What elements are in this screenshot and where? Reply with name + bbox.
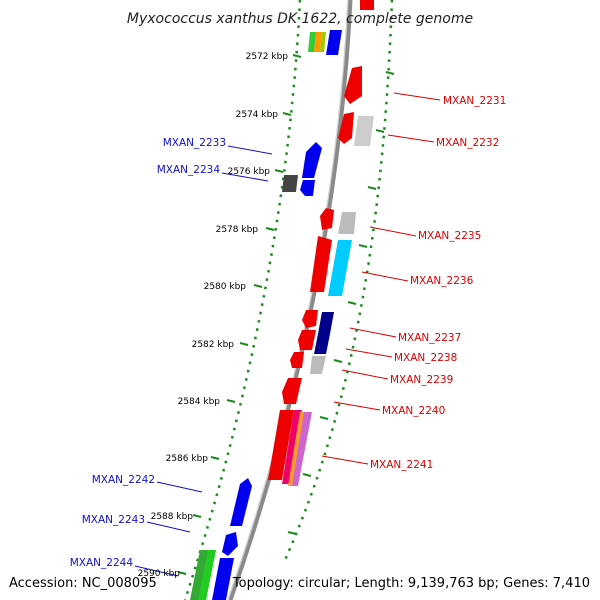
tick-label: 2572 kbp — [246, 52, 289, 62]
tick-marks — [177, 54, 302, 575]
outer-tick-marks — [287, 71, 395, 535]
gene-mxan-2241 — [268, 410, 294, 480]
gene-label-right[interactable]: MXAN_2232 — [436, 137, 499, 149]
tick-label: 2582 kbp — [192, 340, 235, 350]
gene-mxan-2233 — [302, 142, 322, 178]
tick-label: 2584 kbp — [178, 397, 221, 407]
tick-label: 2578 kbp — [216, 225, 259, 235]
tick-label: 2590 kbp — [138, 569, 181, 579]
gene-label-left[interactable]: MXAN_2234 — [157, 164, 221, 176]
gene-label-right[interactable]: MXAN_2238 — [394, 352, 457, 364]
tick-label: 2574 kbp — [236, 110, 279, 120]
gene-label-left[interactable]: MXAN_2233 — [163, 137, 226, 149]
accession-text: Accession: NC_008095 — [9, 576, 157, 591]
gene-label-right[interactable]: MXAN_2237 — [398, 332, 461, 344]
tick-label: 2586 kbp — [166, 454, 209, 464]
connectors-left — [134, 145, 273, 577]
tick-label: 2580 kbp — [204, 282, 247, 292]
gene-mxan-2237 — [302, 310, 318, 328]
gene-label-right[interactable]: MXAN_2240 — [382, 405, 445, 417]
genome-summary: Topology: circular; Length: 9,139,763 bp… — [232, 576, 590, 591]
genome-backbone-highlight — [227, 0, 349, 600]
outer-dotted-track — [283, 0, 394, 561]
gene-mxan-2234 — [282, 175, 298, 192]
gene-mxan-2238 — [298, 330, 316, 350]
genome-title: Myxococcus xanthus DK 1622, complete gen… — [127, 11, 473, 27]
gene-mxan-2231 — [344, 66, 362, 104]
gene-mxan-2240 — [282, 378, 302, 404]
gene-features-left — [190, 30, 342, 600]
gene-label-left[interactable]: MXAN_2243 — [82, 514, 145, 526]
connectors-right — [321, 92, 441, 465]
gene-label-right[interactable]: MXAN_2241 — [370, 459, 433, 471]
gene-label-right[interactable]: MXAN_2231 — [443, 95, 506, 107]
tick-label: 2588 kbp — [151, 512, 194, 522]
gene-mxan-2235 — [320, 208, 334, 230]
gene-label-right[interactable]: MXAN_2239 — [390, 374, 453, 386]
gene-mxan-2242 — [230, 478, 252, 526]
gene-label-left[interactable]: MXAN_2244 — [70, 557, 134, 569]
gene-mxan-2232 — [338, 112, 354, 144]
genome-backbone — [227, 0, 353, 600]
tick-label: 2576 kbp — [228, 167, 271, 177]
gene-features-right — [268, 0, 374, 486]
gene-label-left[interactable]: MXAN_2242 — [92, 474, 155, 486]
gene-label-right[interactable]: MXAN_2236 — [410, 275, 474, 287]
gene-label-right[interactable]: MXAN_2235 — [418, 230, 481, 242]
gene-mxan-2236 — [310, 236, 332, 292]
gene-mxan-2239 — [290, 352, 304, 368]
gene-mxan-2243 — [222, 532, 238, 556]
